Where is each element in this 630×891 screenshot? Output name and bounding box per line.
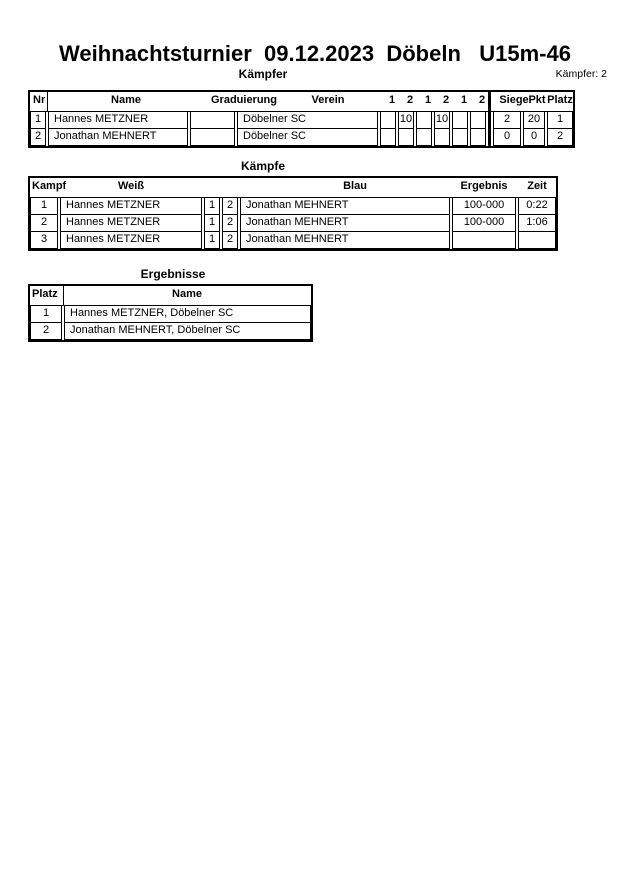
col-header-round-2: 2 bbox=[406, 94, 414, 106]
cell-blau-nr: 2 bbox=[222, 214, 238, 232]
cell-platz: 1 bbox=[30, 305, 62, 323]
cell-ergebnis: 100-000 bbox=[452, 214, 516, 232]
cell-blau-name: Jonathan MEHNERT bbox=[240, 231, 450, 249]
kaempfer-table-header-row: Nr Name Graduierung Verein 1 2 1 2 1 2 S… bbox=[30, 92, 573, 112]
col-header-name: Name bbox=[172, 288, 202, 300]
col-header-nr: Nr bbox=[33, 94, 46, 106]
cell-ergebnis bbox=[452, 231, 516, 249]
col-header-blau: Blau bbox=[343, 180, 367, 192]
col-header-verein: Verein bbox=[311, 94, 345, 106]
cell-pkt: 0 bbox=[523, 128, 545, 146]
col-header-round-5: 1 bbox=[460, 94, 468, 106]
cell-blau-nr: 2 bbox=[222, 197, 238, 215]
cell-platz: 2 bbox=[547, 128, 573, 146]
cell-graduierung bbox=[190, 128, 235, 146]
cell-kampf: 2 bbox=[30, 214, 58, 232]
cell-blau-name: Jonathan MEHNERT bbox=[240, 214, 450, 232]
kaempfe-table-row: 3 Hannes METZNER 1 2 Jonathan MEHNERT bbox=[30, 231, 556, 249]
kaempfer-table-row: 1 Hannes METZNER Döbelner SC 10 10 2 20 … bbox=[30, 111, 573, 129]
header-divider-line bbox=[63, 286, 64, 305]
kaempfe-table: Kampf Weiß Blau Ergebnis Zeit 1 Hannes M… bbox=[28, 176, 558, 251]
cell-siege: 0 bbox=[493, 128, 521, 146]
cell-round-4: 10 bbox=[434, 111, 450, 129]
cell-blau-nr: 2 bbox=[222, 231, 238, 249]
cell-zeit: 0:22 bbox=[518, 197, 556, 215]
cell-round-6 bbox=[470, 128, 486, 146]
col-header-round-1: 1 bbox=[388, 94, 396, 106]
cell-kampf: 1 bbox=[30, 197, 58, 215]
cell-round-5 bbox=[452, 128, 468, 146]
cell-weiss-nr: 1 bbox=[204, 197, 220, 215]
col-header-graduierung: Graduierung bbox=[210, 94, 278, 106]
cell-weiss-name: Hannes METZNER bbox=[60, 197, 202, 215]
col-header-platz: Platz bbox=[32, 288, 58, 300]
ergebnisse-table-row: 1 Hannes METZNER, Döbelner SC bbox=[30, 305, 311, 323]
kaempfer-table: Nr Name Graduierung Verein 1 2 1 2 1 2 S… bbox=[28, 90, 575, 148]
cell-weiss-nr: 1 bbox=[204, 231, 220, 249]
col-header-pkt: Pkt bbox=[528, 94, 546, 106]
kaempfer-table-row: 2 Jonathan MEHNERT Döbelner SC 0 0 2 bbox=[30, 128, 573, 146]
cell-round-4 bbox=[434, 128, 450, 146]
col-header-platz: Platz bbox=[547, 94, 573, 106]
header-divider-line bbox=[47, 92, 48, 111]
cell-round-2 bbox=[398, 128, 414, 146]
cell-nr: 1 bbox=[30, 111, 46, 129]
cell-platz: 2 bbox=[30, 322, 62, 340]
col-header-ergebnis: Ergebnis bbox=[460, 180, 508, 192]
cell-siege: 2 bbox=[493, 111, 521, 129]
section-title-kaempfer: Kämpfer bbox=[238, 67, 288, 81]
ergebnisse-table-header-row: Platz Name bbox=[30, 286, 311, 306]
kaempfe-table-row: 1 Hannes METZNER 1 2 Jonathan MEHNERT 10… bbox=[30, 197, 556, 215]
col-header-kampf: Kampf bbox=[32, 180, 67, 192]
cell-round-5 bbox=[452, 111, 468, 129]
cell-round-3 bbox=[416, 111, 432, 129]
cell-verein: Döbelner SC bbox=[237, 128, 378, 146]
cell-weiss-name: Hannes METZNER bbox=[60, 231, 202, 249]
cell-kampf: 3 bbox=[30, 231, 58, 249]
cell-ergebnis: 100-000 bbox=[452, 197, 516, 215]
cell-zeit: 1:06 bbox=[518, 214, 556, 232]
ergebnisse-table-row: 2 Jonathan MEHNERT, Döbelner SC bbox=[30, 322, 311, 340]
fighter-count-label: Kämpfer: 2 bbox=[555, 68, 607, 80]
cell-name: Hannes METZNER bbox=[48, 111, 188, 129]
cell-name: Jonathan MEHNERT bbox=[48, 128, 188, 146]
siege-group-separator-line bbox=[488, 92, 491, 146]
cell-blau-name: Jonathan MEHNERT bbox=[240, 197, 450, 215]
col-header-round-6: 2 bbox=[478, 94, 486, 106]
cell-round-3 bbox=[416, 128, 432, 146]
page-title: Weihnachtsturnier 09.12.2023 Döbeln U15m… bbox=[59, 41, 571, 66]
section-title-kaempfe: Kämpfe bbox=[240, 159, 286, 173]
col-header-name: Name bbox=[111, 94, 141, 106]
section-title-ergebnisse: Ergebnisse bbox=[140, 267, 206, 281]
col-header-weiss: Weiß bbox=[117, 180, 145, 192]
cell-zeit bbox=[518, 231, 556, 249]
cell-weiss-nr: 1 bbox=[204, 214, 220, 232]
cell-graduierung bbox=[190, 111, 235, 129]
cell-round-2: 10 bbox=[398, 111, 414, 129]
ergebnisse-table: Platz Name 1 Hannes METZNER, Döbelner SC… bbox=[28, 284, 313, 342]
cell-nr: 2 bbox=[30, 128, 46, 146]
cell-pkt: 20 bbox=[523, 111, 545, 129]
kaempfe-table-row: 2 Hannes METZNER 1 2 Jonathan MEHNERT 10… bbox=[30, 214, 556, 232]
cell-round-1 bbox=[380, 128, 396, 146]
cell-weiss-name: Hannes METZNER bbox=[60, 214, 202, 232]
kaempfe-table-header-row: Kampf Weiß Blau Ergebnis Zeit bbox=[30, 178, 556, 198]
cell-name: Jonathan MEHNERT, Döbelner SC bbox=[64, 322, 311, 340]
cell-round-1 bbox=[380, 111, 396, 129]
col-header-round-4: 2 bbox=[442, 94, 450, 106]
col-header-round-3: 1 bbox=[424, 94, 432, 106]
col-header-siege: Siege bbox=[499, 94, 529, 106]
cell-round-6 bbox=[470, 111, 486, 129]
col-header-zeit: Zeit bbox=[527, 180, 547, 192]
cell-verein: Döbelner SC bbox=[237, 111, 378, 129]
cell-platz: 1 bbox=[547, 111, 573, 129]
cell-name: Hannes METZNER, Döbelner SC bbox=[64, 305, 311, 323]
